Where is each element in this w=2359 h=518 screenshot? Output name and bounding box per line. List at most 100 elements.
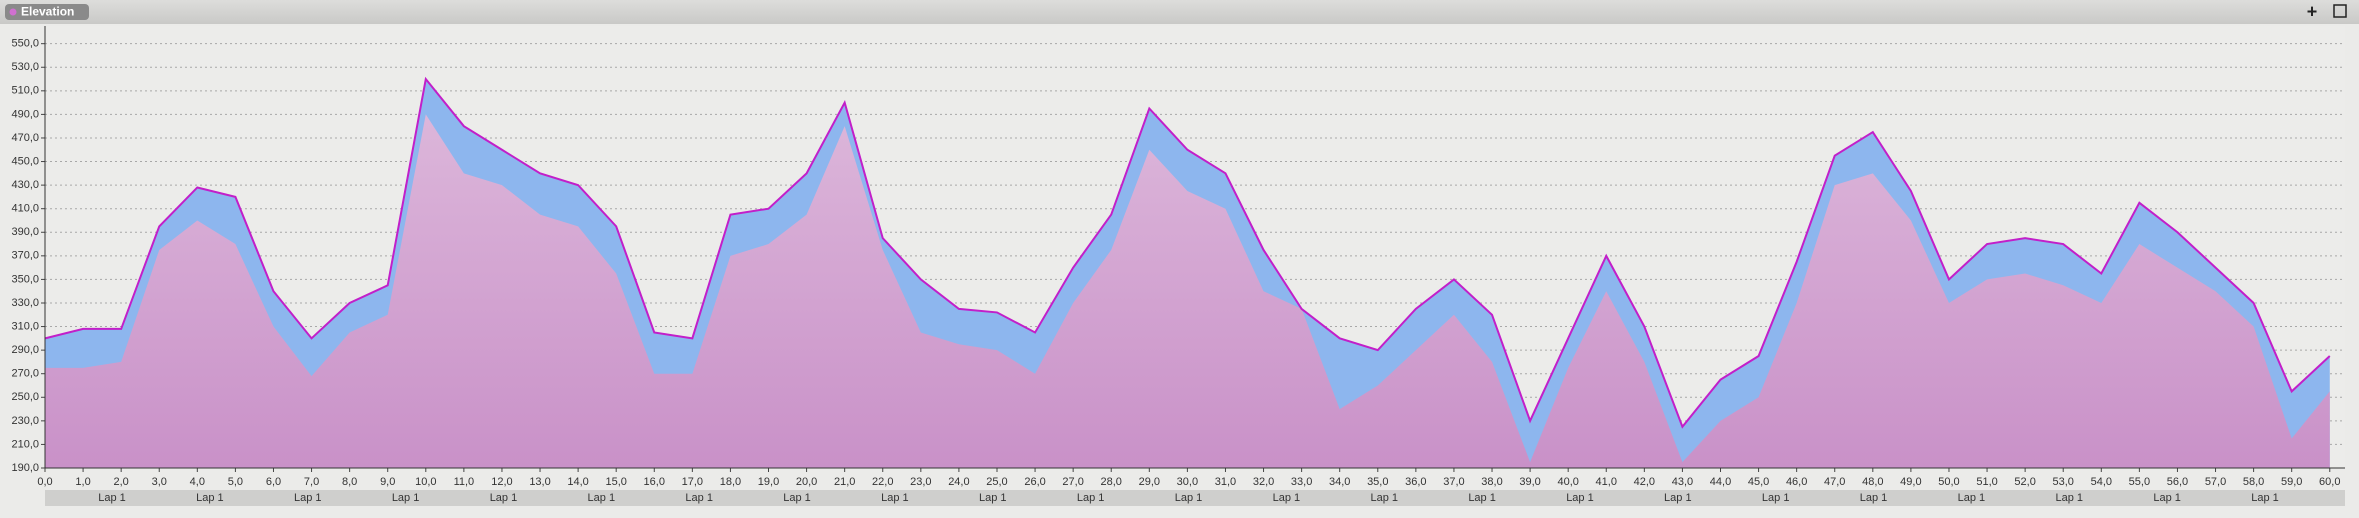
y-tick-label: 470,0 — [11, 132, 39, 144]
lap-label: Lap 1 — [490, 492, 518, 504]
x-tick-label: 7,0 — [304, 476, 319, 488]
title-tab[interactable] — [5, 4, 89, 20]
y-tick-label: 430,0 — [11, 179, 39, 191]
title-dot — [9, 8, 17, 16]
x-tick-label: 43,0 — [1672, 476, 1693, 488]
x-tick-label: 8,0 — [342, 476, 357, 488]
lap-band — [45, 490, 2345, 506]
lap-label: Lap 1 — [1566, 492, 1594, 504]
x-tick-label: 10,0 — [415, 476, 436, 488]
x-tick-label: 47,0 — [1824, 476, 1845, 488]
x-tick-label: 55,0 — [2129, 476, 2150, 488]
x-tick-label: 9,0 — [380, 476, 395, 488]
y-tick-label: 510,0 — [11, 85, 39, 97]
x-tick-label: 51,0 — [1976, 476, 1997, 488]
lap-label: Lap 1 — [1370, 492, 1398, 504]
lap-label: Lap 1 — [294, 492, 322, 504]
x-tick-label: 11,0 — [454, 476, 475, 488]
collapse-button[interactable] — [2333, 4, 2347, 18]
x-tick-label: 15,0 — [605, 476, 626, 488]
x-tick-label: 58,0 — [2243, 476, 2264, 488]
x-tick-label: 6,0 — [266, 476, 281, 488]
y-tick-label: 210,0 — [11, 438, 39, 450]
x-tick-label: 46,0 — [1786, 476, 1807, 488]
x-tick-label: 42,0 — [1634, 476, 1655, 488]
lap-label: Lap 1 — [1860, 492, 1888, 504]
lap-label: Lap 1 — [392, 492, 420, 504]
x-tick-label: 31,0 — [1215, 476, 1236, 488]
x-tick-label: 34,0 — [1329, 476, 1350, 488]
x-tick-label: 41,0 — [1596, 476, 1617, 488]
x-tick-label: 22,0 — [872, 476, 893, 488]
x-tick-label: 59,0 — [2281, 476, 2302, 488]
x-tick-label: 36,0 — [1405, 476, 1426, 488]
x-tick-label: 20,0 — [796, 476, 817, 488]
x-tick-label: 35,0 — [1367, 476, 1388, 488]
lap-label: Lap 1 — [1664, 492, 1692, 504]
lap-label: Lap 1 — [881, 492, 909, 504]
x-tick-label: 21,0 — [834, 476, 855, 488]
x-tick-label: 53,0 — [2053, 476, 2074, 488]
x-tick-label: 16,0 — [644, 476, 665, 488]
x-tick-label: 52,0 — [2014, 476, 2035, 488]
x-tick-label: 57,0 — [2205, 476, 2226, 488]
y-tick-label: 190,0 — [11, 462, 39, 474]
lap-label: Lap 1 — [2251, 492, 2279, 504]
x-tick-label: 18,0 — [720, 476, 741, 488]
x-tick-label: 28,0 — [1101, 476, 1122, 488]
x-tick-label: 23,0 — [910, 476, 931, 488]
lap-label: Lap 1 — [2056, 492, 2084, 504]
x-tick-label: 1,0 — [75, 476, 90, 488]
add-button[interactable]: + — [2307, 1, 2318, 21]
lap-label: Lap 1 — [1958, 492, 1986, 504]
x-tick-label: 17,0 — [682, 476, 703, 488]
x-tick-label: 38,0 — [1481, 476, 1502, 488]
x-tick-label: 49,0 — [1900, 476, 1921, 488]
x-tick-label: 24,0 — [948, 476, 969, 488]
y-tick-label: 310,0 — [11, 320, 39, 332]
x-tick-label: 25,0 — [986, 476, 1007, 488]
y-tick-label: 270,0 — [11, 368, 39, 380]
x-tick-label: 13,0 — [529, 476, 550, 488]
x-tick-label: 29,0 — [1139, 476, 1160, 488]
x-tick-label: 5,0 — [228, 476, 243, 488]
y-tick-label: 490,0 — [11, 108, 39, 120]
x-tick-label: 3,0 — [152, 476, 167, 488]
x-tick-label: 48,0 — [1862, 476, 1883, 488]
lap-label: Lap 1 — [1175, 492, 1203, 504]
x-tick-label: 32,0 — [1253, 476, 1274, 488]
x-tick-label: 26,0 — [1024, 476, 1045, 488]
x-tick-label: 60,0 — [2319, 476, 2340, 488]
header-bar — [0, 0, 2359, 24]
y-tick-label: 410,0 — [11, 203, 39, 215]
x-tick-label: 30,0 — [1177, 476, 1198, 488]
y-tick-label: 330,0 — [11, 297, 39, 309]
y-tick-label: 390,0 — [11, 226, 39, 238]
header-title: Elevation — [21, 5, 74, 19]
area — [45, 114, 2330, 469]
x-tick-label: 33,0 — [1291, 476, 1312, 488]
y-tick-label: 550,0 — [11, 38, 39, 50]
x-tick-label: 45,0 — [1748, 476, 1769, 488]
lap-label: Lap 1 — [1077, 492, 1105, 504]
lap-label: Lap 1 — [979, 492, 1007, 504]
x-tick-label: 44,0 — [1710, 476, 1731, 488]
lap-label: Lap 1 — [588, 492, 616, 504]
y-tick-label: 290,0 — [11, 344, 39, 356]
line — [44, 76, 2331, 429]
x-tick-label: 2,0 — [114, 476, 129, 488]
lap-label: Lap 1 — [196, 492, 224, 504]
lap-label: Lap 1 — [783, 492, 811, 504]
lap-label: Lap 1 — [1468, 492, 1496, 504]
x-tick-label: 54,0 — [2091, 476, 2112, 488]
x-tick-label: 37,0 — [1443, 476, 1464, 488]
lap-label: Lap 1 — [2153, 492, 2181, 504]
x-tick-label: 27,0 — [1062, 476, 1083, 488]
y-tick-label: 450,0 — [11, 155, 39, 167]
x-tick-label: 14,0 — [567, 476, 588, 488]
x-tick-label: 40,0 — [1557, 476, 1578, 488]
lap-label: Lap 1 — [685, 492, 713, 504]
x-tick-label: 0,0 — [37, 476, 52, 488]
